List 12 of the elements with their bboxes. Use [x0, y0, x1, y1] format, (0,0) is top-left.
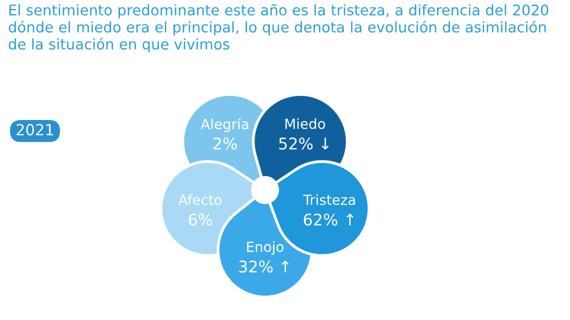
text: 2021	[16, 124, 54, 136]
text: El sentimiento predominante este año es la tristeza, a diferencia del 2020 dónde el miedo era el principal, lo que denota la evolución de asimilación de la situación en que vivimos	[8, 4, 548, 52]
category-label: Alegría	[200, 118, 248, 132]
data-label: 52% ↓	[279, 138, 329, 150]
data-label: 62% ↑	[304, 214, 354, 226]
category-label: Enojo	[247, 241, 284, 255]
data-label: 6%	[188, 214, 212, 226]
category-label: Miedo	[285, 118, 326, 130]
data-label: 2%	[214, 138, 237, 150]
data-label: 32% ↑	[239, 260, 289, 273]
category-label: Tristeza	[303, 194, 355, 206]
category-label: Afecto	[178, 194, 222, 206]
